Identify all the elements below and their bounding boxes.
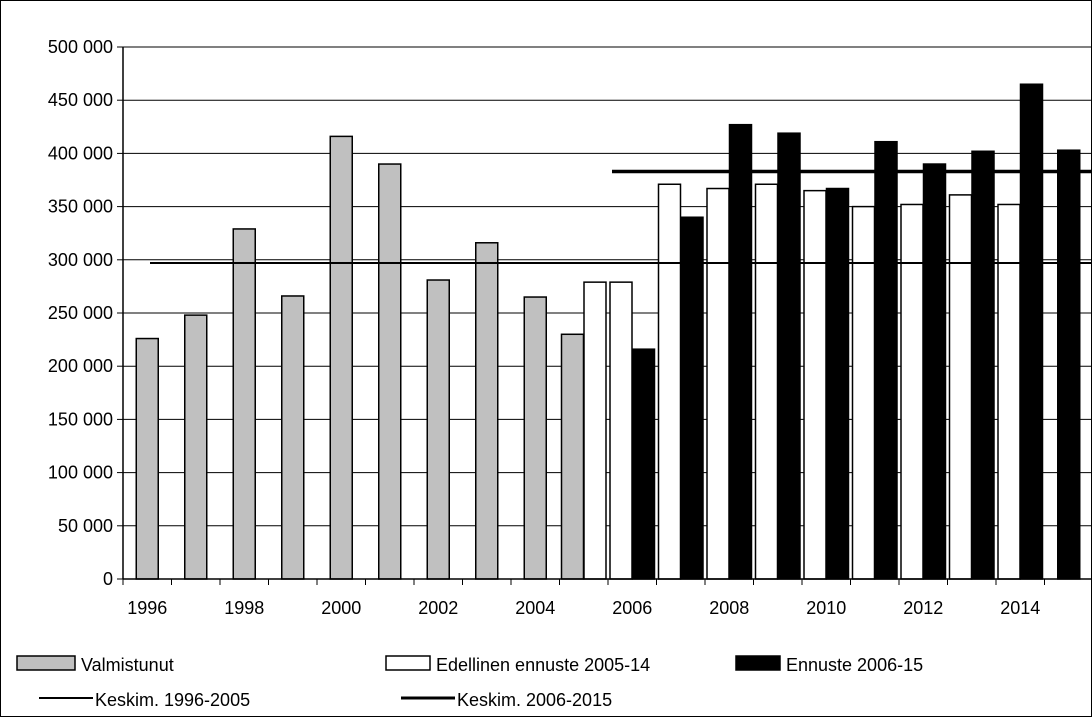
legend-label: Valmistunut bbox=[81, 655, 174, 675]
bar-ennuste-2006-15 bbox=[680, 216, 704, 580]
bar-ennuste-2006-15 bbox=[777, 132, 801, 580]
bar-edellinen-ennuste-2005-14 bbox=[657, 183, 682, 580]
bar-valmistunut bbox=[232, 228, 256, 580]
x-tick-label: 1998 bbox=[224, 598, 264, 618]
bar-valmistunut bbox=[475, 242, 499, 580]
x-tick-label: 2000 bbox=[321, 598, 361, 618]
bar-valmistunut bbox=[135, 337, 159, 580]
legend-swatch bbox=[735, 655, 781, 671]
bar-ennuste-2006-15 bbox=[631, 348, 656, 580]
average-lines bbox=[150, 169, 1092, 264]
y-tick-label: 150 000 bbox=[48, 409, 113, 429]
bar-valmistunut bbox=[523, 296, 547, 580]
axes bbox=[122, 47, 1092, 580]
bar-valmistunut bbox=[378, 163, 402, 580]
x-tick-label: 2008 bbox=[709, 598, 749, 618]
bar-ennuste-2006-15 bbox=[728, 123, 753, 580]
y-tick-label: 100 000 bbox=[48, 463, 113, 483]
bar-edellinen-ennuste-2005-14 bbox=[997, 203, 1021, 580]
bar-edellinen-ennuste-2005-14 bbox=[803, 189, 827, 580]
legend: Valmistunut Edellinen ennuste 2005-14 Ennu… bbox=[16, 655, 923, 710]
bar-series bbox=[135, 83, 1081, 580]
x-tick-label: 2014 bbox=[1000, 598, 1040, 618]
legend-label: Keskim. 1996-2005 bbox=[95, 690, 250, 710]
legend-item: Valmistunut bbox=[16, 655, 174, 675]
bar-ennuste-2006-15 bbox=[922, 163, 947, 580]
y-tick-label: 300 000 bbox=[48, 250, 113, 270]
y-tick-label: 50 000 bbox=[58, 516, 113, 536]
y-tick-label: 200 000 bbox=[48, 356, 113, 376]
legend-swatch bbox=[16, 655, 76, 671]
bar-valmistunut bbox=[426, 279, 450, 580]
legend-item: Edellinen ennuste 2005-14 bbox=[385, 655, 650, 675]
bar-valmistunut bbox=[184, 314, 208, 580]
x-tick-label: 2002 bbox=[418, 598, 458, 618]
bar-edellinen-ennuste-2005-14 bbox=[706, 187, 730, 580]
x-tick-label: 2012 bbox=[903, 598, 943, 618]
bar-valmistunut bbox=[281, 295, 305, 580]
grid-lines bbox=[123, 46, 1092, 527]
bar-ennuste-2006-15 bbox=[874, 140, 898, 580]
x-tick-label: 2006 bbox=[612, 598, 652, 618]
bar-edellinen-ennuste-2005-14 bbox=[609, 281, 633, 580]
x-axis-ticks: 1996 1998 2000 2002 2004 2006 2008 2010 2012 2014 bbox=[122, 579, 1045, 618]
legend-swatch bbox=[385, 655, 431, 671]
legend-item: Keskim. 1996-2005 bbox=[39, 690, 250, 710]
x-tick-label: 1996 bbox=[127, 598, 167, 618]
bar-edellinen-ennuste-2005-14 bbox=[583, 281, 607, 580]
y-tick-label: 400 000 bbox=[48, 143, 113, 163]
bar-ennuste-2006-15 bbox=[1019, 83, 1044, 580]
legend-item: Ennuste 2006-15 bbox=[735, 655, 923, 675]
y-tick-label: 500 000 bbox=[48, 37, 113, 57]
bar-ennuste-2006-15 bbox=[971, 150, 995, 580]
legend-label: Edellinen ennuste 2005-14 bbox=[436, 655, 650, 675]
bar-ennuste-2006-15 bbox=[825, 187, 850, 580]
bar-ennuste-2006-15 bbox=[1057, 149, 1081, 580]
y-axis-ticks: 0 50 000 100 000 150 000 200 000 250 000 300 0… bbox=[48, 37, 123, 589]
y-tick-label: 0 bbox=[103, 569, 113, 589]
bar-valmistunut bbox=[560, 333, 585, 580]
y-tick-label: 350 000 bbox=[48, 197, 113, 217]
x-tick-label: 2010 bbox=[806, 598, 846, 618]
bar-edellinen-ennuste-2005-14 bbox=[900, 203, 924, 580]
legend-label: Keskim. 2006-2015 bbox=[457, 690, 612, 710]
legend-item: Keskim. 2006-2015 bbox=[401, 690, 612, 710]
legend-label: Ennuste 2006-15 bbox=[786, 655, 923, 675]
x-tick-label: 2004 bbox=[515, 598, 555, 618]
y-tick-label: 450 000 bbox=[48, 90, 113, 110]
bar-valmistunut bbox=[329, 135, 353, 580]
bar-edellinen-ennuste-2005-14 bbox=[948, 194, 973, 580]
bar-edellinen-ennuste-2005-14 bbox=[754, 183, 779, 580]
y-tick-label: 250 000 bbox=[48, 303, 113, 323]
